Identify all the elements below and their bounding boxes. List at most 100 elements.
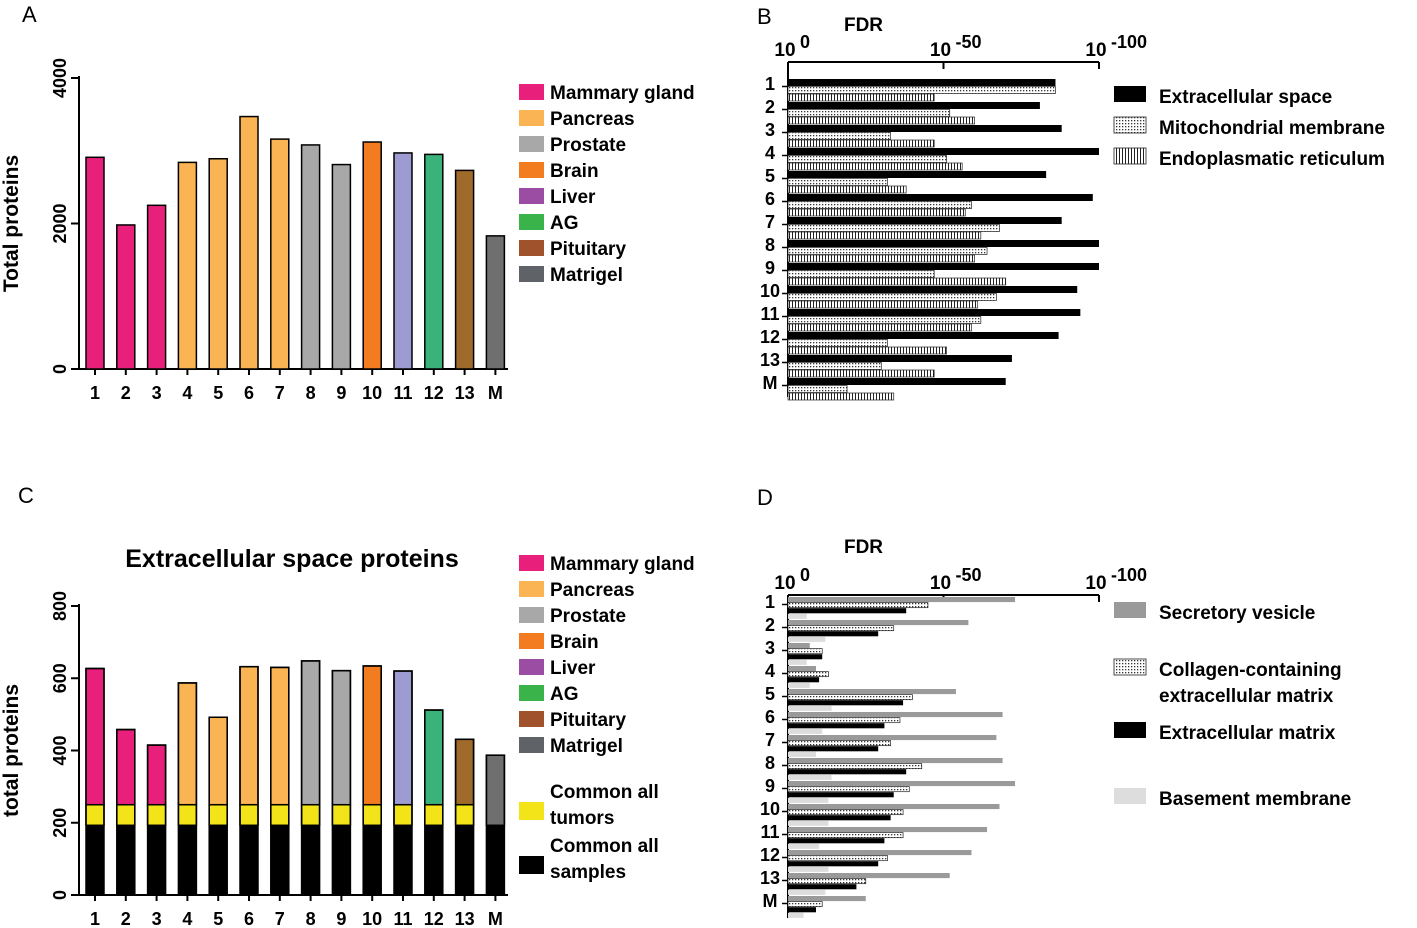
bar-basement-membrane [788, 889, 826, 895]
legend-swatch [1114, 788, 1146, 804]
bar [116, 224, 136, 370]
legend-label: Pancreas [550, 109, 635, 130]
bar-tissue-specific [146, 744, 167, 806]
bar-tissue-specific [270, 666, 290, 806]
bar-mitochondrial-membrane [787, 224, 1000, 232]
legend-swatch [1114, 722, 1146, 738]
legend-swatch [519, 266, 544, 282]
bar-tissue-specific [239, 665, 259, 806]
bar-basement-membrane [788, 912, 804, 918]
x-tick-label: 4 [182, 383, 192, 403]
bar-extracellular-space [788, 148, 1099, 155]
bar-secretory-vesicle [788, 758, 1003, 764]
y-tick-label: 4 [765, 661, 775, 681]
y-tick-label: M [763, 891, 778, 911]
legend-swatch [1114, 602, 1146, 618]
bar-tissue-specific [362, 665, 382, 806]
bar-mitochondrial-membrane [787, 293, 997, 301]
bar-basement-membrane [788, 613, 807, 619]
bar-common-all-samples [455, 825, 474, 895]
x-tick-label: 9 [336, 383, 346, 403]
bar-mitochondrial-membrane [787, 316, 982, 324]
y-axis-title: Total proteins [0, 155, 23, 292]
legend-label: Mitochondrial membrane [1159, 118, 1385, 139]
y-tick-label: 5 [765, 166, 775, 186]
legend-label: Prostate [550, 135, 626, 156]
panel-label-b: B [757, 4, 772, 29]
bar-secretory-vesicle [788, 689, 956, 695]
legend-swatch [519, 84, 544, 100]
chart-title: Extracellular space proteins [125, 545, 458, 573]
bar-secretory-vesicle [788, 620, 969, 626]
bar-basement-membrane [788, 866, 829, 872]
bar-endoplasmatic-reticulum [787, 392, 895, 401]
bar-tissue-specific [454, 738, 475, 806]
bar [300, 144, 321, 370]
bar-mitochondrial-membrane [787, 247, 988, 255]
x-tick-label: 1 [90, 909, 100, 928]
bar-common-all-tumors [270, 803, 290, 827]
bar-extracellular-space [788, 125, 1062, 132]
legend-label: Common all [550, 782, 659, 803]
y-tick-label: 4000 [50, 58, 70, 98]
bar-endoplasmatic-reticulum [787, 162, 963, 171]
bar-mitochondrial-membrane [787, 178, 888, 186]
x-tick-label-exponent: 0 [800, 32, 810, 52]
bar-tissue-specific [177, 682, 198, 806]
legend-label: Pancreas [550, 580, 635, 601]
bar-extracellular-matrix [788, 677, 820, 683]
x-tick-label-exponent: -50 [956, 32, 982, 52]
y-tick-label: 13 [760, 868, 780, 888]
panel-label-a: A [22, 2, 37, 27]
legend-label: Basement membrane [1159, 789, 1351, 810]
y-tick-label: 1 [765, 592, 775, 612]
bar-tissue-specific [393, 670, 413, 806]
legend-swatch [519, 188, 544, 204]
bar-common-all-samples [240, 825, 258, 895]
bar-extracellular-space [788, 79, 1056, 86]
bar-basement-membrane [788, 705, 832, 711]
bar-basement-membrane [788, 797, 829, 803]
x-tick-label: M [488, 909, 503, 928]
bar-common-all-tumors [85, 803, 105, 827]
bar-extracellular-space [788, 263, 1099, 270]
bar-common-all-tumors [362, 803, 382, 827]
bar-extracellular-space [788, 171, 1047, 178]
bar-tissue-specific [485, 754, 506, 827]
y-tick-label: 600 [50, 663, 70, 693]
legend-swatch [519, 802, 544, 820]
y-tick-label: 5 [765, 684, 775, 704]
bar [362, 141, 382, 370]
bar-common-all-tumors [424, 803, 444, 827]
x-tick-label-base: 10 [930, 40, 951, 61]
bar-collagen-containing-extracellular-matrix [787, 786, 910, 793]
bar-collagen-containing-extracellular-matrix [787, 901, 823, 908]
legend-label: tumors [550, 808, 614, 829]
x-tick-label: 13 [455, 383, 475, 403]
legend-label: Extracellular matrix [1159, 723, 1336, 744]
bar-extracellular-space [788, 378, 1006, 385]
bar [454, 169, 475, 370]
x-tick-label-exponent: -100 [1111, 565, 1147, 585]
legend-label: Prostate [550, 606, 626, 627]
bar-extracellular-matrix [788, 700, 904, 706]
bar-collagen-containing-extracellular-matrix [787, 809, 904, 816]
panel-label-c: C [18, 483, 34, 508]
legend-swatch [519, 162, 544, 178]
bar-collagen-containing-extracellular-matrix [787, 832, 904, 839]
x-tick-label: M [488, 383, 503, 403]
x-tick-label-base: 10 [1085, 40, 1106, 61]
bar-common-all-tumors [177, 803, 198, 827]
x-tick-label: 10 [362, 383, 382, 403]
bar-basement-membrane [788, 659, 807, 665]
legend-label: Liver [550, 187, 596, 208]
x-tick-label: 6 [244, 909, 254, 928]
bar-common-all-samples [332, 825, 351, 895]
bar-secretory-vesicle [788, 827, 988, 833]
y-tick-label: 9 [765, 258, 775, 278]
bar-common-all-samples [116, 825, 135, 895]
bar-extracellular-matrix [788, 631, 879, 637]
legend-label: Matrigel [550, 265, 623, 286]
y-tick-label: 11 [760, 822, 779, 842]
